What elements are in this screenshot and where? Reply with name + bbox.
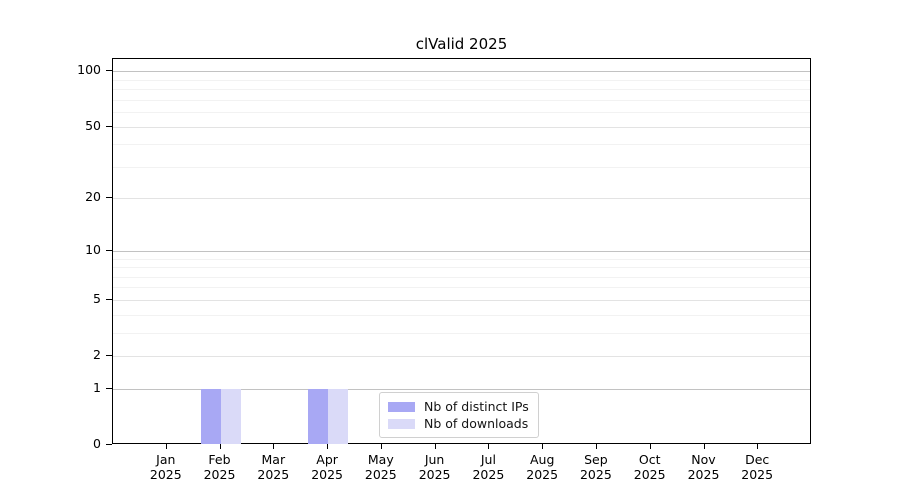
x-tick-mark	[327, 444, 329, 449]
x-tick-label: Mar 2025	[243, 452, 303, 482]
x-tick-label-month: Sep	[584, 452, 608, 467]
y-gridline-minor	[113, 314, 810, 316]
y-tick-mark	[106, 125, 112, 127]
y-tick-label: 1	[93, 379, 101, 395]
chart-title: clValid 2025	[415, 35, 508, 53]
x-tick-label: Jul 2025	[458, 452, 518, 482]
x-tick-label-year: 2025	[526, 467, 559, 482]
bar-nb-of-downloads-feb-2025	[220, 388, 241, 444]
bar-nb-of-distinct-ips-apr-2025	[308, 388, 329, 444]
x-tick-label: Jan 2025	[136, 452, 196, 482]
y-tick-mark	[106, 355, 112, 356]
y-gridline	[113, 250, 810, 252]
x-tick-label: Dec 2025	[727, 452, 787, 482]
x-tick-label-month: Apr	[316, 452, 338, 467]
x-tick-label: Oct 2025	[620, 452, 680, 482]
y-gridline-minor	[113, 276, 810, 278]
y-gridline	[113, 198, 810, 200]
y-tick-label: 50	[85, 117, 101, 133]
legend: Nb of distinct IPs Nb of downloads	[379, 392, 539, 438]
x-tick-mark	[219, 444, 221, 449]
x-tick-label: Sep 2025	[566, 452, 626, 482]
x-tick-label-year: 2025	[579, 467, 612, 482]
legend-entry: Nb of downloads	[388, 415, 529, 432]
x-tick-mark	[273, 444, 275, 449]
plot-area	[112, 58, 811, 444]
x-tick-label-year: 2025	[687, 467, 720, 482]
y-tick-label: 0	[93, 436, 101, 451]
y-gridline-minor	[113, 166, 810, 168]
x-tick-label-month: Jul	[480, 452, 496, 467]
x-tick-label: Nov 2025	[674, 452, 734, 482]
x-tick-label-year: 2025	[364, 467, 397, 482]
y-gridline-minor	[113, 79, 810, 81]
y-gridline	[113, 356, 810, 357]
y-tick-label: 20	[85, 189, 101, 205]
x-tick-label-month: Jun	[424, 452, 445, 467]
y-tick-mark	[106, 387, 112, 389]
x-tick-mark	[434, 444, 436, 449]
x-tick-label-month: May	[367, 452, 394, 467]
x-tick-label-year: 2025	[633, 467, 666, 482]
x-tick-label-year: 2025	[472, 467, 505, 482]
bar-nb-of-downloads-apr-2025	[328, 388, 349, 444]
y-gridline	[113, 71, 810, 73]
y-gridline-minor	[113, 332, 810, 334]
y-tick-mark	[106, 197, 112, 199]
x-tick-label: Feb 2025	[190, 452, 250, 482]
x-tick-label-month: Feb	[208, 452, 231, 467]
x-tick-label-month: Mar	[261, 452, 286, 467]
y-tick-label: 100	[77, 62, 101, 78]
legend-label: Nb of distinct IPs	[424, 399, 529, 414]
x-tick-label-month: Aug	[529, 452, 555, 467]
y-gridline-minor	[113, 99, 810, 101]
x-tick-mark	[380, 444, 382, 449]
y-gridline-minor	[113, 287, 810, 289]
y-gridline-minor	[113, 112, 810, 114]
y-gridline	[113, 299, 810, 301]
x-tick-label-month: Dec	[745, 452, 770, 467]
x-tick-mark	[703, 444, 705, 449]
x-tick-label: Apr 2025	[297, 452, 357, 482]
x-tick-mark	[488, 444, 490, 449]
y-gridline-minor	[113, 144, 810, 146]
y-tick-mark	[106, 249, 112, 251]
bar-nb-of-distinct-ips-feb-2025	[200, 388, 221, 444]
x-tick-label-month: Nov	[691, 452, 716, 467]
x-tick-mark	[595, 444, 597, 449]
x-tick-label: Jun 2025	[405, 452, 465, 482]
y-tick-label: 10	[85, 241, 101, 257]
legend-swatch	[388, 401, 415, 412]
y-tick-mark	[106, 444, 112, 445]
x-tick-label-year: 2025	[741, 467, 774, 482]
x-tick-label-year: 2025	[257, 467, 290, 482]
x-tick-label-year: 2025	[418, 467, 451, 482]
x-tick-mark	[649, 444, 651, 449]
x-tick-mark	[542, 444, 544, 449]
legend-label: Nb of downloads	[424, 416, 529, 431]
y-gridline	[113, 388, 810, 390]
x-tick-label-year: 2025	[203, 467, 236, 482]
y-tick-label: 5	[93, 290, 101, 306]
y-gridline-minor	[113, 258, 810, 260]
y-tick-label: 2	[93, 347, 101, 362]
x-tick-mark	[757, 444, 759, 449]
legend-entry: Nb of distinct IPs	[388, 398, 529, 415]
y-gridline	[113, 126, 810, 128]
x-tick-label: Aug 2025	[512, 452, 572, 482]
x-tick-label-year: 2025	[311, 467, 343, 482]
y-gridline-minor	[113, 267, 810, 269]
y-tick-mark	[106, 298, 112, 300]
x-tick-label-year: 2025	[149, 467, 182, 482]
x-tick-label-month: Jan	[156, 452, 176, 467]
x-tick-mark	[165, 444, 167, 449]
x-tick-label-month: Oct	[638, 452, 661, 467]
y-tick-mark	[106, 70, 112, 72]
y-gridline-minor	[113, 89, 810, 91]
legend-swatch	[388, 418, 415, 429]
x-tick-label: May 2025	[351, 452, 411, 482]
